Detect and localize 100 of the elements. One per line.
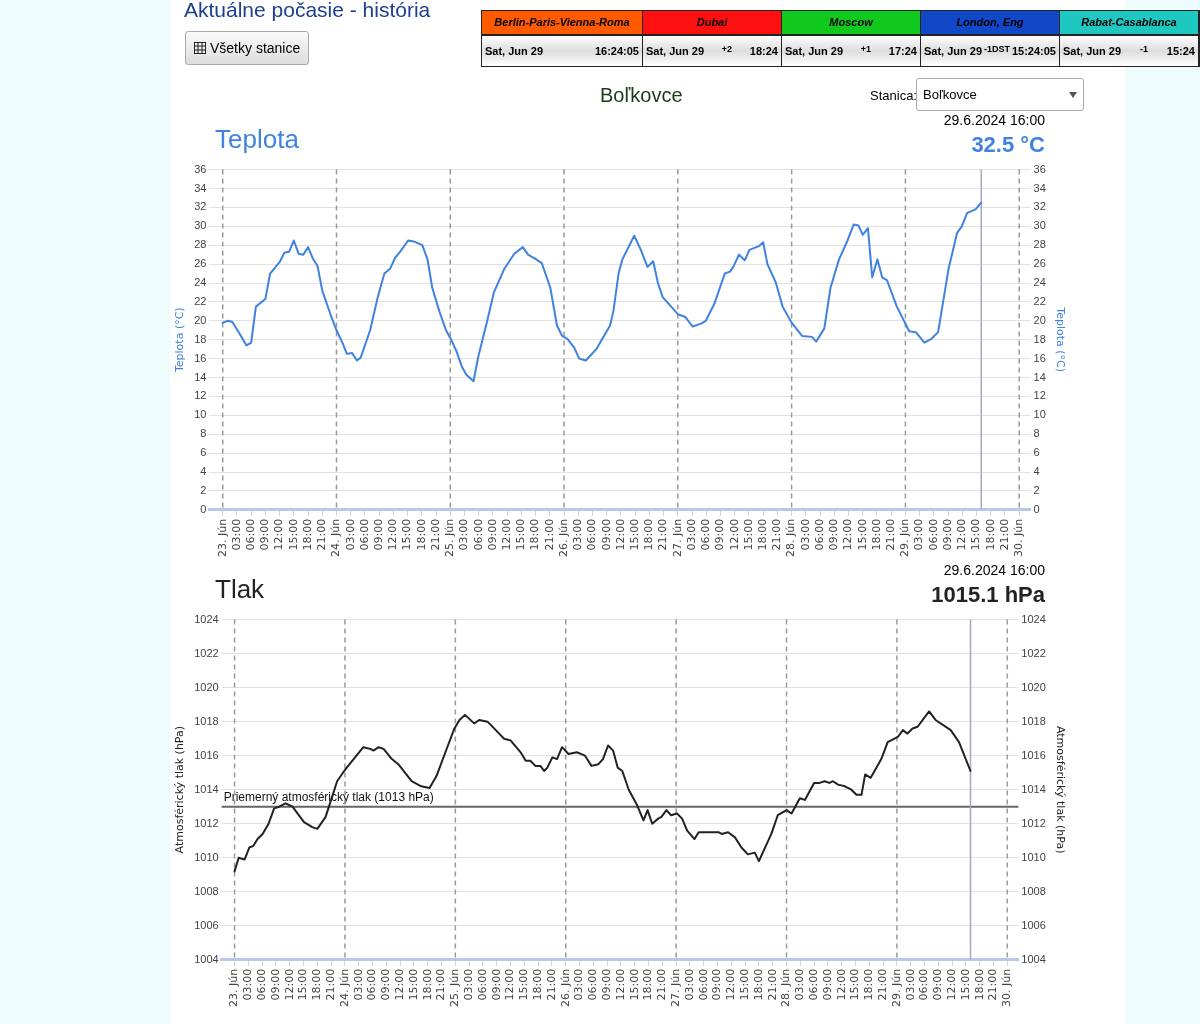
text: Dubai [643,11,781,36]
x-tick-label: 21:00 [434,968,448,1001]
x-tick-label: 15:00 [737,968,751,1001]
text: 29.6.2024 16:00 [943,562,1045,578]
x-tick-label: 06:00 [585,518,599,551]
x-tick-label: 15:00 [296,968,310,1001]
x-tick-label: 18:00 [300,518,314,551]
x-tick-label: 06:00 [357,518,371,551]
x-tick-label: 15:00 [514,518,528,551]
y-tick-label: 36 [194,162,207,175]
x-tick-label: 30. Jún [1012,518,1026,558]
x-tick-label: 09:00 [372,518,386,551]
x-tick-label: 18:00 [528,518,542,551]
y2-tick-label: 4 [1033,465,1040,478]
x-tick-label: 21:00 [656,518,670,551]
x-tick-label: 18:00 [310,968,324,1001]
x-tick-label: 03:00 [229,518,243,551]
x-tick-label: 29. Jún [898,518,912,558]
y-tick-label: 1008 [194,884,219,897]
x-tick-label: 12:00 [834,968,848,1001]
x-tick-label: 12:00 [841,518,855,551]
x-tick-label: 15:00 [406,968,420,1001]
y2-tick-label: 26 [1033,257,1046,270]
text: +2 [721,43,733,54]
y2-tick-label: 18 [1033,332,1046,345]
x-tick-label: 26. Jún [556,518,570,558]
y2-tick-label: 32 [1033,200,1046,213]
x-tick-label: 21:00 [875,968,889,1001]
x-tick-label: 15:00 [969,518,983,551]
y2-tick-label: 8 [1033,427,1040,440]
x-tick-label: 12:00 [503,968,517,1001]
x-tick-label: 29. Jún [889,968,903,1008]
x-tick-label: 12:00 [393,968,406,1001]
x-tick-label: 06:00 [255,968,269,1001]
y2-tick-label: 0 [1033,502,1040,515]
x-tick-label: 06:00 [244,518,258,551]
y2-tick-label: 1020 [1021,680,1046,693]
x-tick-label: 12:00 [613,968,627,1001]
x-tick-label: 24. Jún [329,518,343,558]
text: 1015.1 hPa [931,582,1045,608]
x-tick-label: 06:00 [471,518,485,551]
text: Aktuálne počasie - história [184,0,431,22]
x-tick-label: 27. Jún [670,518,684,558]
y-tick-label: 1004 [194,952,219,965]
x-tick-label: 21:00 [770,518,784,551]
text: Stanica: [870,88,917,103]
x-tick-label: 12:00 [272,518,286,551]
y-tick-label: 24 [194,276,207,289]
text: Rabat-Casablanca [1060,11,1198,36]
y2-tick-label: 30 [1033,219,1046,232]
y2-tick-label: 1012 [1021,816,1046,829]
y-tick-label: 4 [200,465,207,478]
text: Boľkovce [600,84,683,107]
text: Berlin-Paris-Vienna-Roma [482,11,642,36]
y-tick-label: 20 [194,313,207,326]
x-tick-label: 03:00 [461,968,475,1001]
x-tick-label: 09:00 [710,968,724,1001]
text: Moscow [782,11,920,36]
text: London, Eng [921,11,1059,36]
x-tick-label: 09:00 [485,518,499,551]
y-tick-label: 12 [194,389,207,402]
x-tick-label: 18:00 [751,968,765,1001]
y2-tick-label: 2 [1033,483,1040,496]
x-tick-label: 09:00 [599,518,613,551]
x-tick-label: 27. Jún [668,968,682,1008]
text: Sat, Jun 29 [785,45,844,57]
x-tick-label: 18:00 [414,518,428,551]
y2-tick-label: 34 [1033,181,1046,194]
x-tick-label: 21:00 [542,518,556,551]
x-tick-label: 12:00 [724,968,738,1001]
x-tick-label: 21:00 [986,968,1000,1001]
y-tick-label: 14 [194,370,207,383]
x-tick-label: 23. Jún [215,518,229,558]
x-tick-label: 25. Jún [448,968,462,1008]
x-tick-label: 21:00 [997,518,1011,551]
y2-tick-label: 24 [1033,276,1046,289]
x-tick-label: 06:00 [917,968,931,1001]
x-tick-label: 09:00 [489,968,503,1001]
y-tick-label: 10 [194,408,207,421]
y-tick-label: 1014 [194,782,219,795]
x-tick-label: 21:00 [324,968,337,1001]
x-tick-label: 09:00 [258,518,272,551]
x-tick-label: 12:00 [944,968,958,1001]
y2-tick-label: 1008 [1021,884,1046,897]
x-tick-label: 09:00 [379,968,393,1001]
x-tick-label: 18:00 [756,518,770,551]
x-tick-label: 18:00 [862,968,876,1001]
x-tick-label: 21:00 [655,968,669,1001]
y2-tick-label: 1010 [1021,850,1046,863]
text: 15:24:05 [1011,45,1056,57]
y2-tick-label: 1004 [1021,952,1046,965]
x-tick-label: 12:00 [613,518,627,551]
y-tick-label: 1020 [194,680,219,693]
y2-tick-label: 1016 [1021,748,1046,761]
x-tick-label: 30. Jún [1000,968,1014,1008]
x-tick-label: 09:00 [713,518,727,551]
x-tick-label: 18:00 [642,518,656,551]
y-tick-label: 34 [194,181,207,194]
x-tick-label: 03:00 [912,518,926,551]
x-tick-label: 12:00 [727,518,741,551]
